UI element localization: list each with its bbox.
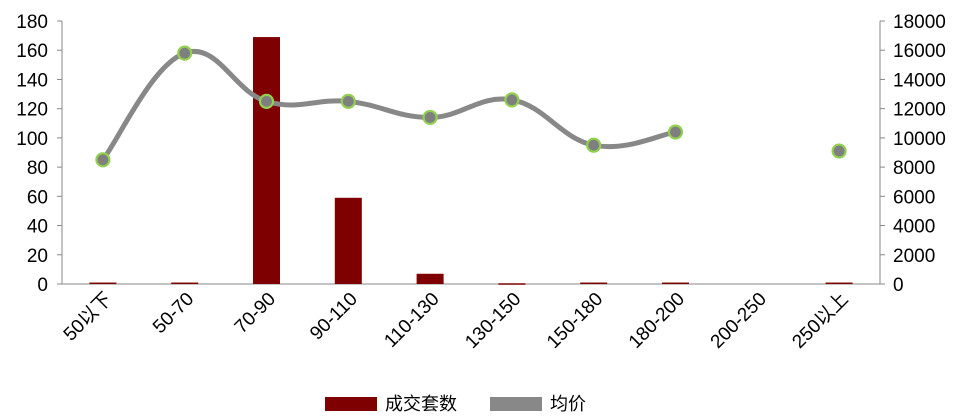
avg-price-point-70-90 xyxy=(258,93,275,109)
y-left-tick-label: 180 xyxy=(16,12,48,33)
y-left-tick-label: 20 xyxy=(27,246,48,267)
y-left-tick-label: 140 xyxy=(16,70,48,91)
avg-price-point-50以下 xyxy=(95,152,111,168)
x-tick-label: 200-250 xyxy=(707,289,771,353)
legend-label-line: 均价 xyxy=(550,394,586,415)
x-tick-label: 90-110 xyxy=(306,289,362,345)
bar-110-130 xyxy=(416,273,444,284)
y-right-tick-label: 8000 xyxy=(893,158,935,179)
legend-swatch-line xyxy=(490,397,542,411)
y-left-tick-label: 160 xyxy=(16,41,48,62)
y-right-tick-label: 12000 xyxy=(893,100,946,121)
x-tick-label: 180-200 xyxy=(625,289,689,353)
bar-50-70 xyxy=(171,282,199,285)
avg-price-point-110-130 xyxy=(422,109,438,126)
bar-70-90 xyxy=(253,37,280,285)
x-tick-label: 70-90 xyxy=(231,289,280,338)
legend-swatch-bars xyxy=(325,397,377,411)
x-tick-label: 110-130 xyxy=(380,289,443,352)
bar-180-200 xyxy=(662,282,689,285)
bar-150-180 xyxy=(580,282,608,285)
bar-50以下 xyxy=(89,282,117,285)
x-tick-label: 130-150 xyxy=(461,289,525,353)
x-tick-label: 50-70 xyxy=(149,289,198,338)
y-left-tick-label: 0 xyxy=(37,275,48,296)
bar-130-150 xyxy=(498,283,526,285)
avg-price-point-150-180 xyxy=(586,137,602,153)
avg-price-point-130-150 xyxy=(504,92,520,108)
y-right-tick-label: 6000 xyxy=(893,187,935,208)
y-right-tick-label: 16000 xyxy=(893,41,946,62)
avg-price-point-50-70 xyxy=(177,45,193,61)
x-tick-label: 250以上 xyxy=(788,288,853,353)
y-right-tick-label: 0 xyxy=(893,275,904,296)
x-tick-label: 150-180 xyxy=(543,289,607,353)
axes-layer xyxy=(57,20,885,285)
avg-price-point-180-200 xyxy=(667,124,684,140)
y-right-tick-label: 4000 xyxy=(893,217,935,238)
legend-label-bars: 成交套数 xyxy=(385,394,457,415)
avg-price-point-250以上 xyxy=(831,143,847,159)
x-tick-label: 50以下 xyxy=(60,289,117,346)
bar-90-110 xyxy=(334,197,362,284)
y-right-tick-label: 14000 xyxy=(893,70,946,91)
labels-layer: 0 20 40 60 80 100 120 140 160 180 0 2000 4000 6000 800… xyxy=(16,12,946,353)
y-right-tick-label: 18000 xyxy=(893,12,946,33)
bars-layer xyxy=(89,37,853,285)
y-left-tick-label: 40 xyxy=(27,217,48,238)
legend: 成交套数 均价 xyxy=(325,394,586,415)
y-left-tick-label: 60 xyxy=(27,187,48,208)
y-right-tick-label: 2000 xyxy=(893,246,935,267)
y-left-tick-label: 120 xyxy=(16,100,48,121)
y-right-tick-label: 10000 xyxy=(893,129,946,150)
y-left-tick-label: 100 xyxy=(16,129,48,150)
line-layer xyxy=(95,45,847,168)
y-left-tick-label: 80 xyxy=(27,158,48,179)
avg-price-point-90-110 xyxy=(340,93,356,109)
bar-250以上 xyxy=(825,282,853,285)
